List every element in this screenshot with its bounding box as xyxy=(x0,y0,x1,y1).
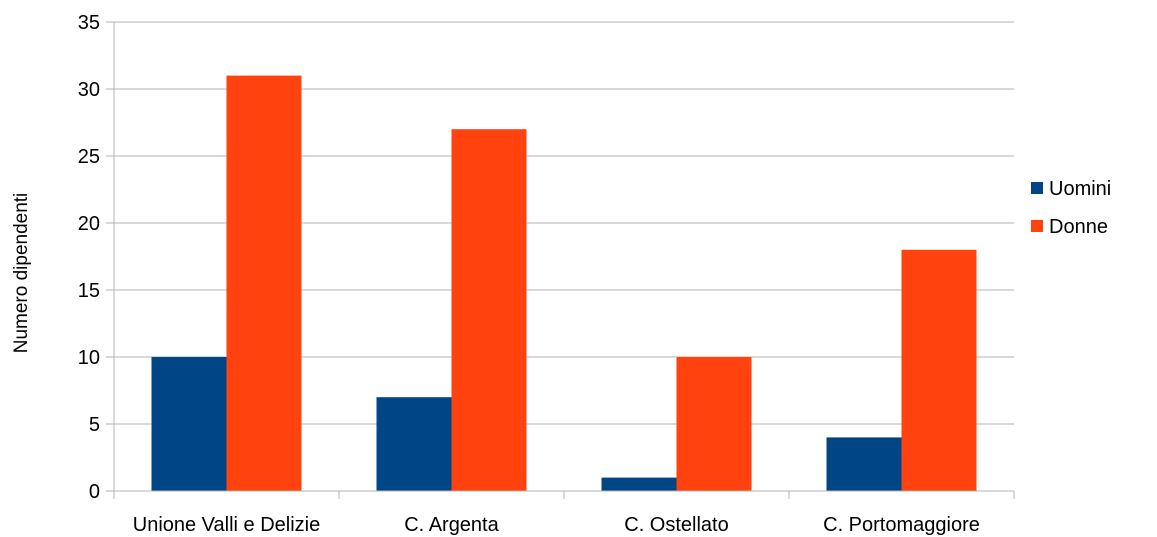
y-tick-labels: 0 5 10 15 20 25 30 35 xyxy=(78,12,114,503)
y-tick-label: 30 xyxy=(78,79,100,101)
y-tick-label: 0 xyxy=(89,481,100,503)
bar-uomini-4 xyxy=(826,437,902,491)
y-tick-label: 25 xyxy=(78,146,100,168)
legend-swatch-uomini xyxy=(1031,182,1043,194)
x-tick-label: C. Ostellato xyxy=(624,514,728,536)
legend-label-donne: Donne xyxy=(1049,216,1108,238)
y-axis-title: Numero dipendenti xyxy=(11,193,32,354)
bar-uomini-1 xyxy=(151,357,227,491)
x-tick-labels: Unione Valli e Delizie C. Argenta C. Ostel… xyxy=(113,491,1015,536)
legend-swatch-donne xyxy=(1031,220,1043,232)
bar-donne-4 xyxy=(901,249,977,491)
y-tick-label: 10 xyxy=(78,347,100,369)
y-tick-label: 5 xyxy=(89,414,100,436)
legend-label-uomini: Uomini xyxy=(1049,178,1111,200)
bar-uomini-2 xyxy=(376,397,452,491)
x-tick-label: C. Argenta xyxy=(404,514,499,536)
y-tick-label: 15 xyxy=(78,280,100,302)
bar-donne-2 xyxy=(451,129,527,491)
x-tick-label: C. Portomaggiore xyxy=(823,514,980,536)
bars xyxy=(151,75,977,491)
legend: Uomini Donne xyxy=(1031,178,1111,238)
y-tick-label: 20 xyxy=(78,213,100,235)
bar-donne-1 xyxy=(226,75,302,491)
y-tick-label: 35 xyxy=(78,12,100,34)
bar-uomini-3 xyxy=(601,477,677,491)
x-tick-label: Unione Valli e Delizie xyxy=(133,514,321,536)
bar-donne-3 xyxy=(676,357,752,491)
